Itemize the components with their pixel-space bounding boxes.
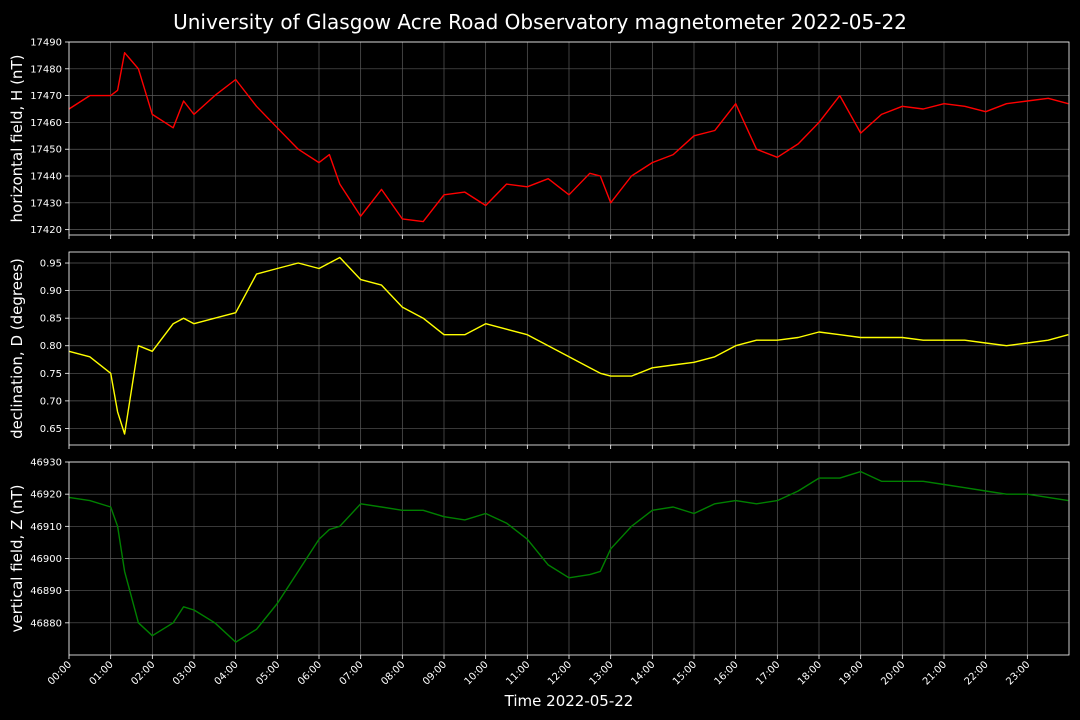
x-tick-label: 23:00 (1004, 659, 1032, 687)
x-tick-label: 21:00 (921, 659, 949, 687)
y-tick-label: 46890 (30, 586, 62, 597)
y-tick-label: 17420 (30, 225, 62, 236)
y-tick-label: 46920 (30, 490, 62, 501)
y-tick-label: 46930 (30, 458, 62, 469)
x-tick-label: 14:00 (629, 659, 657, 687)
y-tick-label: 46910 (30, 522, 62, 533)
y-tick-label: 0.80 (40, 341, 62, 352)
y-tick-label: 17430 (30, 198, 62, 209)
x-tick-label: 07:00 (338, 659, 366, 687)
x-tick-label: 00:00 (46, 659, 74, 687)
y-tick-label: 17470 (30, 91, 62, 102)
x-tick-label: 06:00 (296, 659, 324, 687)
y-axis-label: declination, D (degrees) (8, 258, 26, 439)
x-tick-label: 19:00 (838, 659, 866, 687)
y-tick-label: 17490 (30, 38, 62, 49)
x-tick-label: 20:00 (879, 659, 907, 687)
x-tick-label: 05:00 (254, 659, 282, 687)
x-tick-label: 15:00 (671, 659, 699, 687)
x-tick-label: 08:00 (379, 659, 407, 687)
x-axis-label: Time 2022-05-22 (504, 692, 634, 710)
y-tick-label: 17460 (30, 118, 62, 129)
panel-frame (68, 461, 1070, 656)
y-tick-label: 17480 (30, 64, 62, 75)
x-tick-label: 13:00 (588, 659, 616, 687)
x-tick-label: 22:00 (963, 659, 991, 687)
x-tick-label: 03:00 (171, 659, 199, 687)
y-tick-label: 0.75 (40, 369, 62, 380)
panel-frame (68, 251, 1070, 446)
y-tick-label: 0.95 (40, 259, 62, 270)
y-tick-label: 0.90 (40, 286, 62, 297)
series-line (68, 470, 1069, 643)
panels-group: 17420 17430 17440 17450 17460 17470 17480 17490… (8, 38, 1070, 688)
y-tick-label: 46900 (30, 554, 62, 565)
y-axis-label: horizontal field, H (nT) (8, 55, 26, 223)
y-tick-label: 0.65 (40, 424, 62, 435)
series-line (68, 256, 1069, 435)
y-tick-label: 0.85 (40, 314, 62, 325)
x-tick-label: 09:00 (421, 659, 449, 687)
y-tick-label: 46880 (30, 618, 62, 629)
x-tick-label: 10:00 (463, 659, 491, 687)
y-tick-label: 0.70 (40, 396, 62, 407)
chart-title: University of Glasgow Acre Road Observat… (173, 10, 907, 34)
x-tick-label: 17:00 (754, 659, 782, 687)
x-tick-label: 01:00 (88, 659, 116, 687)
x-tick-label: 04:00 (213, 659, 241, 687)
y-axis-label: vertical field, Z (nT) (8, 484, 26, 632)
y-tick-label: 17440 (30, 172, 62, 183)
x-tick-label: 02:00 (129, 659, 157, 687)
series-line (68, 52, 1069, 223)
y-tick-label: 17450 (30, 145, 62, 156)
x-tick-label: 12:00 (546, 659, 574, 687)
x-tick-label: 18:00 (796, 659, 824, 687)
x-tick-label: 11:00 (504, 659, 532, 687)
panel-frame (68, 41, 1070, 236)
x-tick-label: 16:00 (713, 659, 741, 687)
